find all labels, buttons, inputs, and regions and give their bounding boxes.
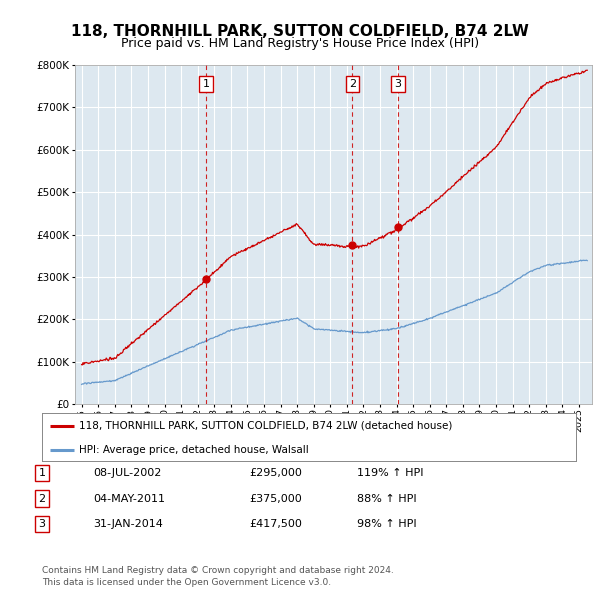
Text: Contains HM Land Registry data © Crown copyright and database right 2024.
This d: Contains HM Land Registry data © Crown c…	[42, 566, 394, 587]
Text: 88% ↑ HPI: 88% ↑ HPI	[357, 494, 416, 503]
Text: 08-JUL-2002: 08-JUL-2002	[93, 468, 161, 478]
Text: 31-JAN-2014: 31-JAN-2014	[93, 519, 163, 529]
Text: 119% ↑ HPI: 119% ↑ HPI	[357, 468, 424, 478]
Text: £375,000: £375,000	[249, 494, 302, 503]
Text: 118, THORNHILL PARK, SUTTON COLDFIELD, B74 2LW: 118, THORNHILL PARK, SUTTON COLDFIELD, B…	[71, 24, 529, 38]
Text: 118, THORNHILL PARK, SUTTON COLDFIELD, B74 2LW (detached house): 118, THORNHILL PARK, SUTTON COLDFIELD, B…	[79, 421, 453, 431]
Text: Price paid vs. HM Land Registry's House Price Index (HPI): Price paid vs. HM Land Registry's House …	[121, 37, 479, 50]
Text: HPI: Average price, detached house, Walsall: HPI: Average price, detached house, Wals…	[79, 445, 309, 455]
Text: 04-MAY-2011: 04-MAY-2011	[93, 494, 165, 503]
Text: 98% ↑ HPI: 98% ↑ HPI	[357, 519, 416, 529]
Text: 1: 1	[38, 468, 46, 478]
Text: £295,000: £295,000	[249, 468, 302, 478]
Text: £417,500: £417,500	[249, 519, 302, 529]
Text: 3: 3	[394, 79, 401, 89]
Text: 3: 3	[38, 519, 46, 529]
Text: 2: 2	[38, 494, 46, 503]
Text: 1: 1	[203, 79, 210, 89]
Text: 2: 2	[349, 79, 356, 89]
